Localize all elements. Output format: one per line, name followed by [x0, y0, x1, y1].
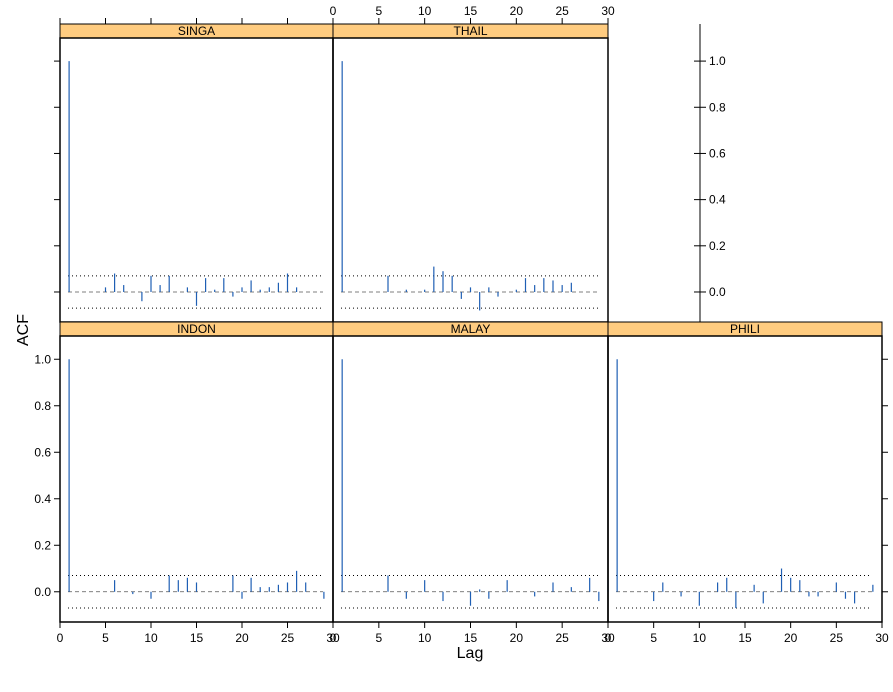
- x-tick-label: 10: [418, 631, 432, 645]
- x-tick-label: 30: [601, 4, 615, 18]
- x-tick-label: 5: [102, 631, 109, 645]
- y-tick-label: 0.4: [34, 492, 51, 506]
- x-tick-label: 10: [144, 631, 158, 645]
- x-tick-label: 20: [510, 631, 524, 645]
- y-axis-left-bottom: 0.0 0.2 0.4 0.6 0.8 1.0: [34, 352, 60, 599]
- x-tick-label: 10: [693, 631, 707, 645]
- panels-layer: SINGA THAIL INDON MALAY PHILI: [59, 23, 883, 623]
- x-tick-label: 0: [330, 631, 337, 645]
- panel-phili: PHILI: [607, 321, 883, 623]
- y-tick-label: 1.0: [34, 352, 51, 366]
- x-axis-top-1: 0 5 10 15 20 25 30: [330, 4, 615, 24]
- x-tick-label: 30: [601, 631, 615, 645]
- strip-label-indon: INDON: [177, 322, 216, 336]
- x-axis-bottom-2: 0 5 10 15 20 25 30: [605, 622, 889, 645]
- top-right-axis-region: [607, 24, 701, 322]
- x-tick-label: 5: [375, 631, 382, 645]
- panel-border: [332, 37, 609, 323]
- strip-label-malay: MALAY: [451, 322, 491, 336]
- x-tick-label: 30: [875, 631, 889, 645]
- x-tick-label: 20: [784, 631, 798, 645]
- y-tick-label: 0.4: [709, 193, 726, 207]
- panel-border: [59, 37, 334, 323]
- x-tick-label: 20: [235, 631, 249, 645]
- x-tick-label: 15: [738, 631, 752, 645]
- strip-label-phili: PHILI: [730, 322, 760, 336]
- x-axis-title: Lag: [457, 645, 484, 662]
- panel-malay: MALAY: [332, 321, 609, 623]
- axes-layer: 0 5 10 15 20 25 300 5 10 15 20 25 300 5 10 15 20 25 300 5 10…: [34, 4, 889, 645]
- panel-singa: SINGA: [59, 23, 334, 323]
- x-tick-label: 0: [330, 4, 337, 18]
- y-axis-right-top-ticks: [694, 60, 700, 293]
- y-tick-label: 0.2: [34, 538, 51, 552]
- x-tick-label: 0: [605, 631, 612, 645]
- y-axis-right-bottom: [882, 358, 888, 593]
- x-tick-label: 25: [555, 4, 569, 18]
- y-tick-label: 0.6: [709, 146, 726, 160]
- x-tick-label: 10: [418, 4, 432, 18]
- x-tick-label: 0: [57, 631, 64, 645]
- panel-indon: INDON: [59, 321, 334, 623]
- x-tick-label: 20: [510, 4, 524, 18]
- x-tick-label: 25: [830, 631, 844, 645]
- x-tick-label: 15: [464, 4, 478, 18]
- x-axis-top-0: [59, 18, 334, 24]
- panel-border: [607, 335, 883, 623]
- x-tick-label: 30: [326, 631, 340, 645]
- y-tick-label: 0.6: [34, 445, 51, 459]
- x-tick-label: 15: [464, 631, 478, 645]
- panel-border: [332, 335, 609, 623]
- y-tick-label: 0.0: [709, 285, 726, 299]
- panel-border: [59, 335, 334, 623]
- strip-label-singa: SINGA: [178, 24, 215, 38]
- y-axis-right-top-labels: 0.0 0.2 0.4 0.6 0.8 1.0: [700, 54, 726, 299]
- x-axis-bottom-0: 0 5 10 15 20 25 30: [57, 622, 340, 645]
- y-tick-label: 0.8: [709, 100, 726, 114]
- y-tick-label: 0.0: [34, 585, 51, 599]
- panel-thail: THAIL: [332, 23, 609, 323]
- y-tick-label: 0.8: [34, 399, 51, 413]
- x-tick-label: 15: [190, 631, 204, 645]
- y-tick-label: 1.0: [709, 54, 726, 68]
- x-tick-label: 5: [375, 4, 382, 18]
- y-axis-left-top: [54, 60, 60, 293]
- x-tick-label: 5: [650, 631, 657, 645]
- strip-label-thail: THAIL: [453, 24, 487, 38]
- y-axis-title: ACF: [15, 314, 32, 346]
- x-tick-label: 25: [555, 631, 569, 645]
- y-tick-label: 0.2: [709, 239, 726, 253]
- x-axis-bottom-1: 0 5 10 15 20 25 30: [330, 622, 615, 645]
- x-tick-label: 25: [281, 631, 295, 645]
